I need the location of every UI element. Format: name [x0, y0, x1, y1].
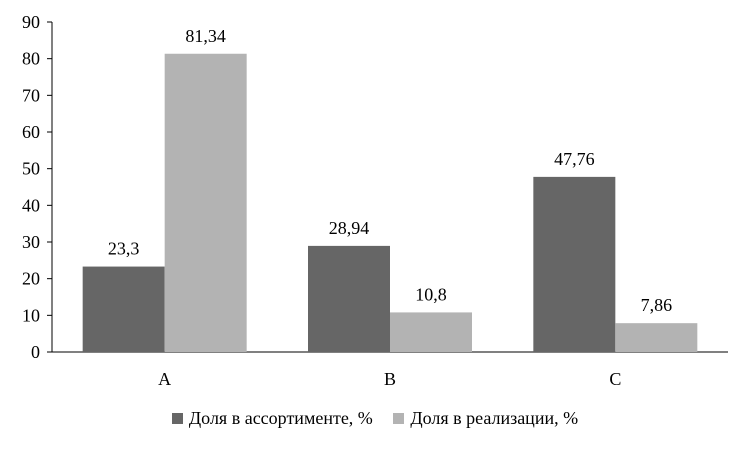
- bar-C-series-1: [533, 176, 616, 352]
- bar-B-series-2: [390, 312, 472, 352]
- y-tick-label: 0: [31, 342, 40, 362]
- y-axis-ticks: 0 10 20 30 40 50 60 70 80 90: [22, 12, 52, 362]
- category-labels: A B C: [158, 369, 621, 389]
- legend-swatch-series-2: [393, 413, 405, 424]
- bar-B-series-1: [308, 245, 390, 352]
- data-label-B-series-2: 10,8: [415, 284, 447, 304]
- legend: Доля в ассортименте, % Доля в реализации…: [0, 408, 750, 429]
- bar-A-series-1: [82, 266, 165, 352]
- x-category-label: C: [609, 369, 621, 389]
- bar-A-series-2: [164, 53, 247, 353]
- bars-group: 23,3 81,34 28,94 10,8 47,76 7,86: [82, 26, 698, 353]
- data-label-C-series-1: 47,76: [554, 149, 595, 169]
- y-tick-label: 30: [22, 232, 40, 252]
- y-tick-label: 60: [22, 122, 40, 142]
- data-label-A-series-2: 81,34: [185, 26, 226, 46]
- legend-swatch-series-1: [171, 413, 183, 424]
- y-tick-label: 50: [22, 159, 40, 179]
- data-label-A-series-1: 23,3: [108, 239, 140, 259]
- y-tick-label: 40: [22, 195, 40, 215]
- y-tick-label: 80: [22, 49, 40, 69]
- data-label-C-series-2: 7,86: [641, 295, 673, 315]
- x-category-label: B: [384, 369, 396, 389]
- y-tick-label: 90: [22, 12, 40, 32]
- y-tick-label: 10: [22, 305, 40, 325]
- data-label-B-series-1: 28,94: [329, 218, 370, 238]
- legend-label-series-2: Доля в реализации, %: [410, 408, 579, 428]
- legend-item-series-1: Доля в ассортименте, %: [171, 408, 373, 429]
- y-tick-label: 20: [22, 269, 40, 289]
- y-tick-label: 70: [22, 85, 40, 105]
- legend-item-series-2: Доля в реализации, %: [393, 408, 578, 429]
- x-category-label: A: [158, 369, 171, 389]
- legend-label-series-1: Доля в ассортименте, %: [188, 408, 373, 428]
- bar-C-series-2: [615, 323, 698, 352]
